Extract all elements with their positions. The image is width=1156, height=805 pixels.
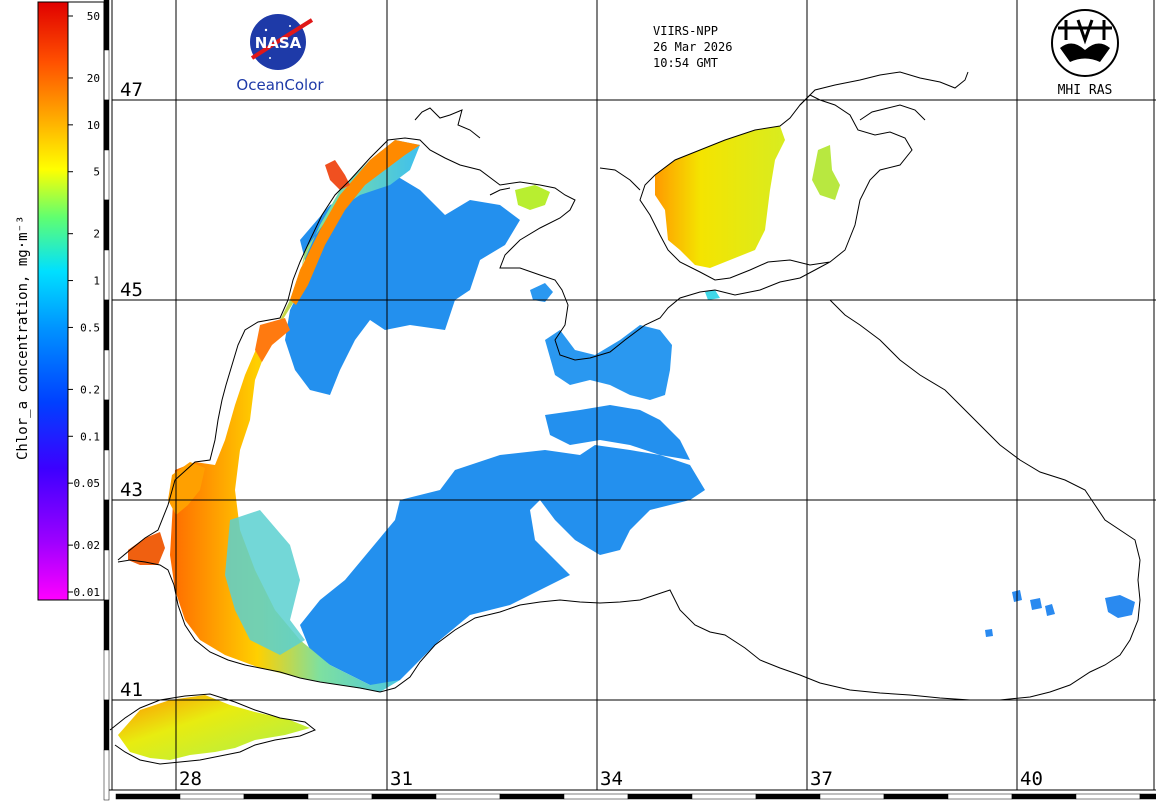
latitude-scale-segment [103, 699, 110, 751]
latitude-scale-bar [103, 0, 110, 801]
latitude-scale-segment [103, 149, 110, 201]
longitude-scale-segment [691, 793, 757, 800]
colorbar-tick-label: 5 [93, 166, 100, 179]
colorbar-tick-label: 0.01 [74, 586, 101, 599]
longitude-scale-segment [1075, 793, 1141, 800]
latitude-label: 47 [120, 79, 143, 101]
longitude-label: 37 [810, 768, 833, 790]
latitude-scale-segment [103, 0, 110, 51]
colorbar-title: Chlor_a concentration, mg·m⁻³ [15, 216, 31, 460]
coastline-bays [414, 104, 926, 196]
coastline-azov-north [799, 71, 969, 106]
central-basin-chlorophyll [300, 445, 705, 690]
longitude-scale-segment [1011, 793, 1077, 800]
eastern-patch-chlorophyll [545, 405, 690, 460]
latitude-scale-segment [103, 199, 110, 251]
dniester-liman-chlorophyll [325, 160, 350, 190]
longitude-scale-segment [947, 793, 1013, 800]
latitude-scale-segment [103, 549, 110, 601]
bosporus-coast-chlorophyll [128, 532, 165, 565]
colorbar-tick-label: 0.1 [80, 430, 100, 443]
latitude-scale-segment [103, 449, 110, 501]
longitude-scale-segment [819, 793, 885, 800]
mhi-ras-label: MHI RAS [1058, 83, 1113, 98]
marmara-sea-chlorophyll [118, 695, 310, 760]
latitude-scale-segment [103, 599, 110, 651]
colorbar-gradient [37, 1, 69, 601]
longitude-labels: 28 31 34 37 40 [179, 768, 1043, 790]
azov-east-chlorophyll [812, 145, 840, 200]
odessa-coast-chlorophyll [290, 140, 420, 305]
colorbar-tick-label: 2 [93, 228, 100, 241]
chlorophyll-data-layer [118, 126, 1135, 760]
latitude-label: 45 [120, 279, 143, 301]
longitude-label: 40 [1020, 768, 1043, 790]
acquisition-time: 10:54 GMT [653, 56, 718, 70]
latitude-scale-segment [103, 49, 110, 101]
colorbar-tick-label: 1 [93, 275, 100, 288]
east-scatter-chlorophyll [1105, 595, 1135, 618]
coastline-west [117, 137, 716, 561]
latitude-scale-segment [103, 299, 110, 351]
longitude-scale-segment [499, 793, 565, 800]
coordinate-grid [112, 0, 1156, 790]
crimea-west-chlorophyll [530, 283, 553, 302]
latitude-scale-segment [103, 649, 110, 701]
colorbar-ticks: 50 20 10 5 2 1 0.5 0.2 0.1 0.05 0.02 0.01 [68, 10, 100, 599]
southern-shelf-chlorophyll [225, 510, 305, 655]
longitude-scale-segment [435, 793, 501, 800]
bulgaria-coast-chlorophyll [168, 462, 205, 515]
latitude-scale-segment [103, 399, 110, 451]
latitude-scale-segment [103, 349, 110, 401]
danube-plume-chlorophyll [255, 318, 290, 362]
latitude-label: 43 [120, 479, 143, 501]
mhi-ras-logo: MHI RAS [1051, 9, 1119, 98]
latitude-scale-segment [103, 499, 110, 551]
kerch-chlorophyll [705, 290, 720, 300]
azov-sea-chlorophyll [655, 126, 785, 268]
coastline-marmara [109, 693, 316, 765]
latitude-scale-segment [103, 749, 110, 801]
colorbar-tick-label: 0.2 [80, 383, 100, 396]
colorbar-tick-label: 0.02 [74, 539, 101, 552]
karkinit-bay-chlorophyll [515, 185, 550, 210]
longitude-label: 34 [600, 768, 623, 790]
oceancolor-label: OceanColor [236, 76, 324, 94]
coastline-south-west [117, 559, 381, 693]
nasa-logo: NASA OceanColor [236, 14, 324, 94]
latitude-labels: 47 45 43 41 [120, 79, 143, 701]
longitude-label: 31 [390, 768, 413, 790]
latitude-label: 41 [120, 679, 143, 701]
nasa-wordmark: NASA [255, 34, 302, 52]
longitude-scale-segment [563, 793, 629, 800]
acquisition-info: VIIRS-NPP 26 Mar 2026 10:54 GMT [653, 24, 732, 70]
longitude-scale-segment [371, 793, 437, 800]
longitude-scale-segment [1139, 793, 1156, 800]
colorbar-tick-label: 20 [87, 72, 100, 85]
east-scatter-chlorophyll [985, 590, 1055, 637]
acquisition-date: 26 Mar 2026 [653, 40, 732, 54]
longitude-scale-segment [115, 793, 181, 800]
latitude-scale-segment [103, 99, 110, 151]
sensor-name: VIIRS-NPP [653, 24, 718, 38]
longitude-scale-segment [627, 793, 693, 800]
longitude-scale-segment [179, 793, 245, 800]
longitude-label: 28 [179, 768, 202, 790]
map-frame [103, 0, 1156, 801]
colorbar-tick-label: 0.5 [80, 321, 100, 334]
longitude-scale-bar [115, 793, 1156, 800]
colorbar-tick-label: 50 [87, 10, 100, 23]
longitude-scale-segment [307, 793, 373, 800]
longitude-scale-segment [883, 793, 949, 800]
longitude-scale-segment [243, 793, 309, 800]
latitude-scale-segment [103, 249, 110, 301]
colorbar-tick-label: 0.05 [74, 477, 101, 490]
colorbar-tick-label: 10 [87, 119, 100, 132]
longitude-scale-segment [755, 793, 821, 800]
open-sea-chlorophyll [285, 175, 520, 395]
colorbar: 50 20 10 5 2 1 0.5 0.2 0.1 0.05 0.02 0.01 Chlor_a c… [15, 1, 105, 601]
crimea-south-chlorophyll [545, 325, 672, 400]
